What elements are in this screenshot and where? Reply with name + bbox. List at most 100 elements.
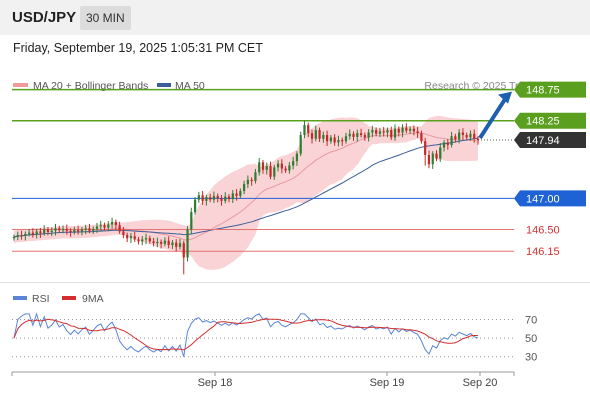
projection-head — [498, 91, 512, 104]
candle-body — [393, 128, 397, 138]
candle-body — [227, 196, 231, 200]
candle-body — [329, 137, 333, 142]
candle-body — [77, 230, 80, 232]
candle-body — [288, 165, 291, 171]
panel-divider — [0, 282, 590, 283]
candle-body — [390, 130, 393, 138]
candle-body — [141, 239, 144, 242]
candle-body — [58, 228, 61, 231]
candle-body — [73, 230, 76, 232]
candle-body — [322, 135, 325, 139]
candle-body — [239, 190, 242, 196]
rsi-line — [13, 312, 479, 357]
rsi-panel: RSI 9MA 70 50 30 — [12, 293, 537, 364]
x-axis-labels: Sep 18 Sep 19 Sep 20 — [11, 372, 515, 389]
candle-body — [359, 133, 363, 136]
candle-body — [325, 135, 329, 142]
candle-body — [299, 135, 302, 154]
candle-body — [16, 235, 19, 237]
candle-body — [159, 241, 163, 244]
candle-body — [439, 147, 442, 159]
candle-body — [50, 230, 53, 232]
candle-body — [337, 139, 340, 143]
candle-body — [352, 133, 355, 137]
legend-rsi-swatch — [13, 296, 27, 300]
timeframe-button[interactable]: 30 MIN — [80, 6, 131, 30]
candle-body — [427, 154, 431, 165]
candle-body — [292, 161, 295, 166]
candles — [12, 120, 480, 275]
candle-body — [382, 131, 385, 133]
legend-ma20-swatch — [13, 83, 28, 87]
candle-body — [401, 127, 404, 133]
candle-body — [254, 172, 257, 182]
candle-body — [246, 179, 250, 185]
date-time-label: Friday, September 19, 2025 1:05:31 PM CE… — [13, 41, 263, 55]
candle-body — [273, 167, 276, 177]
candle-body — [69, 230, 72, 232]
candle-body — [167, 240, 170, 246]
candle-body — [465, 135, 468, 138]
candle-body — [126, 235, 129, 239]
level-tag-147-00 — [514, 190, 586, 207]
candle-body — [348, 133, 351, 137]
candle-body — [261, 162, 265, 170]
projection-shaft — [478, 96, 508, 140]
level-tag-148-75 — [514, 81, 586, 98]
candle-body — [201, 195, 204, 201]
rsi-level-label-70: 70 — [525, 314, 537, 326]
x-tick-label: Sep 19 — [370, 377, 405, 389]
candle-body — [175, 242, 178, 247]
bollinger-band — [14, 115, 478, 270]
candle-body — [397, 128, 400, 133]
level-label-148-75: 148.75 — [526, 85, 560, 97]
level-label-146-50: 146.50 — [526, 224, 560, 236]
candle-body — [476, 138, 480, 140]
rsi-level-label-50: 50 — [525, 333, 537, 345]
candle-body — [269, 166, 272, 177]
candle-body — [152, 241, 155, 244]
candle-body — [92, 228, 95, 231]
rsi-grid: 70 50 30 — [12, 314, 537, 364]
candle-body — [454, 136, 457, 140]
candle-body — [110, 222, 114, 225]
candle-body — [220, 198, 223, 201]
candle-body — [88, 228, 91, 231]
candle-body — [144, 238, 148, 240]
candle-body — [442, 142, 446, 148]
candle-body — [99, 225, 102, 227]
candle-body — [258, 162, 261, 173]
candle-body — [20, 235, 23, 237]
candle-body — [363, 135, 366, 138]
candle-body — [371, 130, 374, 133]
price-chart[interactable]: MA 20 + Bollinger Bands MA 50 Research ©… — [0, 63, 590, 400]
candle-body — [35, 231, 38, 235]
candle-body — [461, 132, 465, 136]
candle-body — [54, 228, 57, 231]
top-bar: USD/JPY 30 MIN — [0, 0, 590, 35]
candle-body — [431, 153, 434, 165]
candle-body — [450, 136, 453, 145]
candle-body — [178, 243, 182, 247]
candle-body — [307, 125, 310, 134]
candle-body — [458, 132, 461, 140]
candle-body — [24, 233, 27, 236]
candle-body — [242, 184, 246, 191]
candle-body — [378, 131, 382, 134]
candle-body — [148, 238, 151, 242]
ma50-line — [13, 137, 479, 238]
rsi-level-label-30: 30 — [525, 352, 537, 364]
candle-body — [265, 166, 268, 170]
legend-ma50-swatch — [157, 83, 171, 87]
candle-body — [12, 236, 16, 239]
candle-body — [408, 128, 412, 131]
candle-body — [344, 136, 348, 142]
candle-body — [31, 232, 34, 235]
projection-arrow — [478, 91, 512, 140]
candle-body — [231, 193, 234, 200]
date-bar: Friday, September 19, 2025 1:05:31 PM CE… — [0, 35, 590, 63]
candle-body — [205, 197, 208, 201]
candle-body — [386, 130, 389, 133]
candle-body — [80, 229, 84, 232]
candle-body — [473, 133, 476, 139]
